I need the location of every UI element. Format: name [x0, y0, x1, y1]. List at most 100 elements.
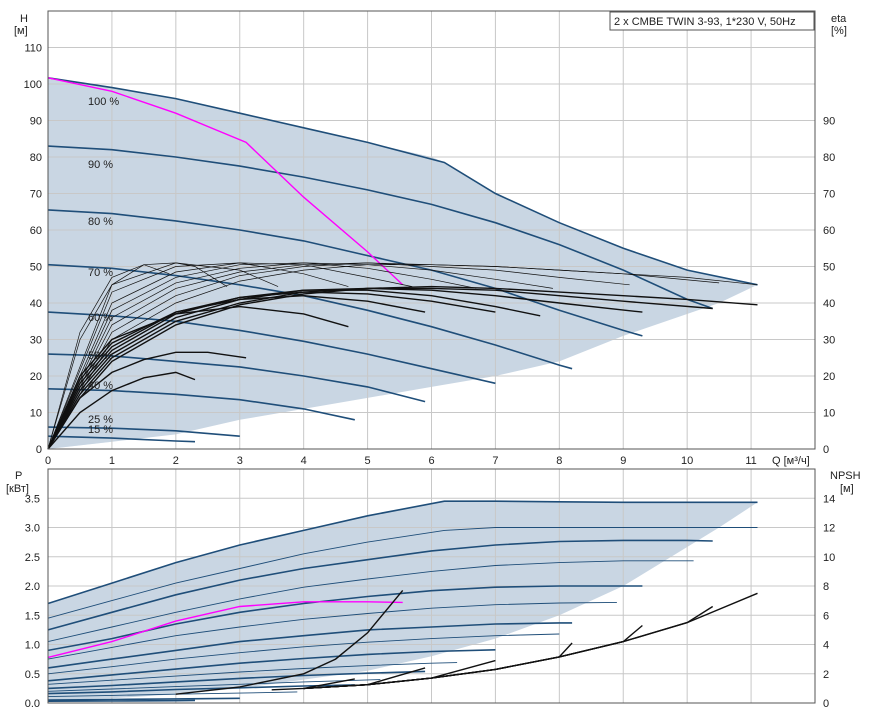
series-p-50-pct — [47, 670, 426, 690]
series-p-55-pct-thin — [47, 662, 458, 685]
series-60-pct — [47, 311, 496, 385]
eta-tick-label: 50 — [823, 262, 835, 274]
eta-tick-label: 70 — [823, 189, 835, 201]
eta-axis-ticks: 0 10 20 30 40 50 60 70 80 90 — [823, 116, 835, 457]
npsh-axis-unit: [м] — [840, 483, 854, 495]
head-series — [47, 77, 758, 450]
npsh-axis-label: NPSH — [830, 470, 861, 482]
speed-label-80: 80 % — [88, 216, 113, 228]
series-npsh-40-pct — [271, 678, 355, 691]
npsh-tick-label: 0 — [823, 698, 829, 710]
power-axis-unit: [кВт] — [6, 483, 29, 495]
power-tick-label: 0.0 — [25, 698, 40, 710]
eta-axis-label: eta — [831, 13, 847, 25]
series-p-45-pct-thin — [47, 679, 381, 692]
npsh-tick-label: 6 — [823, 610, 829, 622]
flow-tick-label: 5 — [365, 455, 371, 467]
flow-axis-label: Q [м³/ч] — [772, 455, 810, 467]
series-40-pct — [47, 388, 355, 421]
head-tick-label: 60 — [30, 225, 42, 237]
power-tick-label: 1.5 — [25, 610, 40, 622]
series-p-65-pct-thin — [47, 633, 560, 675]
flow-tick-label: 6 — [428, 455, 434, 467]
flow-tick-label: 11 — [745, 455, 756, 467]
speed-label-60: 60 % — [88, 312, 113, 324]
power-tick-label: 1.0 — [25, 640, 40, 652]
head-grid — [47, 10, 816, 450]
speed-label-15: 15 % — [88, 424, 113, 436]
flow-tick-label: 10 — [681, 455, 693, 467]
head-tick-label: 80 — [30, 152, 42, 164]
eta-axis-unit: [%] — [831, 25, 847, 37]
head-tick-label: 30 — [30, 335, 42, 347]
npsh-tick-label: 8 — [823, 581, 829, 593]
flow-tick-label: 7 — [492, 455, 498, 467]
flow-axis-ticks: 0 1 2 3 4 5 6 7 8 9 10 11 — [45, 455, 757, 467]
power-tick-label: 2.5 — [25, 552, 40, 564]
head-tick-label: 90 — [30, 116, 42, 128]
eta-tick-label: 80 — [823, 152, 835, 164]
legend-box — [609, 11, 815, 31]
speed-label-50: 50 % — [88, 350, 113, 362]
eta-tick-label: 90 — [823, 116, 835, 128]
speed-label-70: 70 % — [88, 267, 113, 279]
series-eta-50-pct — [47, 294, 426, 450]
series-p-75-pct-thin — [47, 601, 617, 660]
flow-tick-label: 3 — [237, 455, 243, 467]
power-panel: 0.0 0.5 1.0 1.5 2.0 2.5 3.0 3.5 0 2 4 6 8 10 12 14 P [… — [6, 468, 861, 710]
legend-title: 2 x CMBE TWIN 3-93, 1*230 V, 50Hz — [614, 16, 796, 28]
series-100-pct — [47, 77, 758, 286]
speed-label-40: 40 % — [88, 380, 113, 392]
series-operating — [47, 77, 404, 286]
series-p-100-pct — [47, 500, 758, 605]
npsh-tick-label: 4 — [823, 640, 829, 652]
series-eta-15-pct — [47, 371, 196, 450]
series-eta-15-pct-thin — [47, 264, 170, 450]
speed-label-25: 25 % — [88, 414, 113, 426]
npsh-tick-label: 2 — [823, 669, 829, 681]
series-p-85-pct-thin — [47, 560, 694, 643]
series-npsh-operating — [175, 589, 404, 695]
series-p-40-pct — [47, 684, 355, 695]
eta-tick-label: 30 — [823, 335, 835, 347]
flow-tick-label: 8 — [556, 455, 562, 467]
head-axis-label: H — [20, 13, 28, 25]
series-eta-70-pct — [47, 289, 541, 450]
series-p-90-pct — [47, 539, 713, 631]
series-p-80-pct — [47, 585, 643, 652]
head-tick-label: 70 — [30, 189, 42, 201]
series-operating-p — [47, 601, 403, 659]
eta-tick-label: 10 — [823, 408, 835, 420]
flow-tick-label: 0 — [45, 455, 51, 467]
flow-tick-label: 1 — [109, 455, 115, 467]
series-eta-40-pct-thin — [47, 262, 349, 450]
npsh-axis-ticks: 0 2 4 6 8 10 12 14 — [823, 493, 835, 710]
power-tick-label: 0.5 — [25, 669, 40, 681]
series-npsh-50-pct — [303, 667, 426, 690]
power-tick-label: 3.0 — [25, 523, 40, 535]
head-tick-label: 40 — [30, 298, 42, 310]
speed-label-90: 90 % — [88, 159, 113, 171]
head-frame — [47, 10, 816, 450]
head-tick-label: 50 — [30, 262, 42, 274]
series-p-15-pct — [47, 699, 196, 702]
head-axis-ticks: 0 10 20 30 40 50 60 70 80 90 100 110 — [24, 43, 42, 457]
series-eta-25-pct — [47, 351, 247, 450]
flow-tick-label: 9 — [620, 455, 626, 467]
power-tick-label: 2.0 — [25, 581, 40, 593]
series-25-pct — [47, 426, 240, 437]
power-frame — [47, 468, 816, 704]
head-tick-label: 110 — [24, 43, 42, 55]
eta-tick-label: 20 — [823, 371, 835, 383]
power-tick-label: 3.5 — [25, 493, 40, 505]
series-p-60-pct — [47, 649, 496, 682]
eta-tick-label: 40 — [823, 298, 835, 310]
power-series — [47, 500, 758, 702]
series-50-pct — [47, 353, 426, 403]
flow-tick-label: 4 — [301, 455, 307, 467]
series-70-pct — [47, 263, 573, 370]
head-tick-label: 20 — [30, 371, 42, 383]
series-p-70-pct — [47, 622, 573, 669]
head-tick-label: 0 — [36, 444, 42, 456]
npsh-tick-label: 12 — [823, 523, 835, 535]
